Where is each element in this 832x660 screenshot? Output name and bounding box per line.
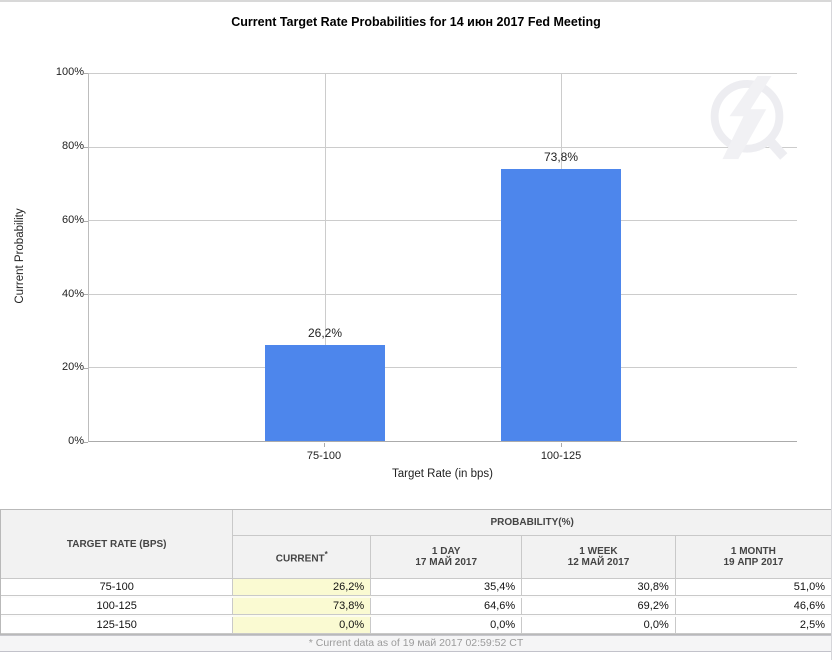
x-axis-title: Target Rate (in bps) [392, 468, 493, 480]
y-tick-label: 20% [61, 361, 84, 373]
target-rate-column-header: TARGET RATE (BPS) [1, 510, 234, 579]
footnote-marker: * [324, 550, 328, 560]
probability-bar-75-100: 26,2% [264, 326, 385, 441]
one-month-probability-cell: 46,6% [675, 598, 831, 615]
bar-value-label: 26,2% [307, 325, 342, 340]
table-row: 125-150 0,0% 0,0% 0,0% 2,5% [1, 617, 831, 634]
row-separator [1, 615, 831, 617]
one-week-probability-cell: 0,0% [522, 617, 676, 634]
y-tick-label: 0% [68, 435, 84, 447]
y-tick-label: 40% [61, 288, 84, 300]
x-tick-mark [324, 443, 325, 447]
column-header-label: 1 MONTH [730, 546, 776, 558]
rate-cell: 125-150 [1, 617, 234, 634]
column-header-date: 19 АПР 2017 [723, 557, 784, 569]
gridline [89, 293, 797, 295]
chart-section: Current Target Rate Probabilities for 14… [0, 2, 831, 507]
y-axis-title: Current Probability [14, 208, 26, 304]
y-tick-mark [84, 147, 88, 148]
x-tick-label: 75-100 [306, 450, 342, 462]
one-week-probability-cell: 30,8% [522, 579, 676, 596]
x-tick-label: 100-125 [540, 450, 582, 462]
x-tick-mark [561, 443, 562, 447]
y-tick-mark [84, 442, 88, 443]
one-week-probability-cell: 69,2% [522, 598, 676, 615]
quikstrike-watermark-icon [703, 76, 791, 165]
chart-title: Current Target Rate Probabilities for 14… [231, 15, 601, 29]
rate-cell: 75-100 [1, 579, 234, 596]
probability-table-section: TARGET RATE (BPS) PROBABILITY(%) CURRENT… [0, 509, 831, 652]
y-tick-label: 100% [55, 66, 84, 78]
row-separator [1, 596, 831, 598]
y-tick-label: 80% [61, 140, 84, 152]
column-header-1-day: 1 DAY 17 МАЙ 2017 [371, 536, 523, 579]
table-footnote: * Current data as of 19 май 2017 02:59:5… [0, 635, 831, 652]
rate-cell: 100-125 [1, 598, 234, 615]
column-header-label: 1 DAY [431, 546, 461, 558]
bar-value-label: 73,8% [543, 150, 579, 165]
table-row: 75-100 26,2% 35,4% 30,8% 51,0% [1, 579, 831, 596]
column-header-date: 17 МАЙ 2017 [415, 557, 478, 569]
gridline [89, 220, 797, 222]
column-header-1-month: 1 MONTH 19 АПР 2017 [675, 536, 831, 579]
gridline [89, 146, 797, 148]
rates-table: TARGET RATE (BPS) PROBABILITY(%) CURRENT… [0, 509, 831, 635]
current-probability-cell: 26,2% [233, 579, 372, 596]
column-header-current: CURRENT* [233, 536, 372, 579]
column-header-label: 1 WEEK [579, 546, 618, 558]
one-day-probability-cell: 64,6% [371, 598, 523, 615]
y-tick-mark [84, 294, 88, 295]
probability-group-header: PROBABILITY(%) [233, 510, 831, 537]
y-tick-mark [84, 221, 88, 222]
gridline [89, 367, 797, 369]
y-tick-mark [84, 73, 88, 74]
y-tick-label: 60% [61, 214, 84, 226]
current-probability-cell: 0,0% [233, 617, 372, 634]
one-month-probability-cell: 2,5% [675, 617, 831, 634]
one-day-probability-cell: 0,0% [371, 617, 523, 634]
column-header-label: CURRENT [275, 553, 325, 565]
one-day-probability-cell: 35,4% [371, 579, 523, 596]
gridline [89, 73, 797, 74]
y-tick-mark [84, 368, 88, 369]
one-month-probability-cell: 51,0% [675, 579, 831, 596]
table-row: 100-125 73,8% 64,6% 69,2% 46,6% [1, 598, 831, 615]
column-header-date: 12 МАЙ 2017 [567, 557, 630, 569]
column-header-1-week: 1 WEEK 12 МАЙ 2017 [522, 536, 676, 579]
current-probability-cell: 73,8% [233, 598, 372, 615]
gridline [324, 73, 326, 441]
plot-area: 26,2% 73,8% [88, 73, 797, 442]
probability-bar-100-125: 73,8% [501, 150, 621, 441]
